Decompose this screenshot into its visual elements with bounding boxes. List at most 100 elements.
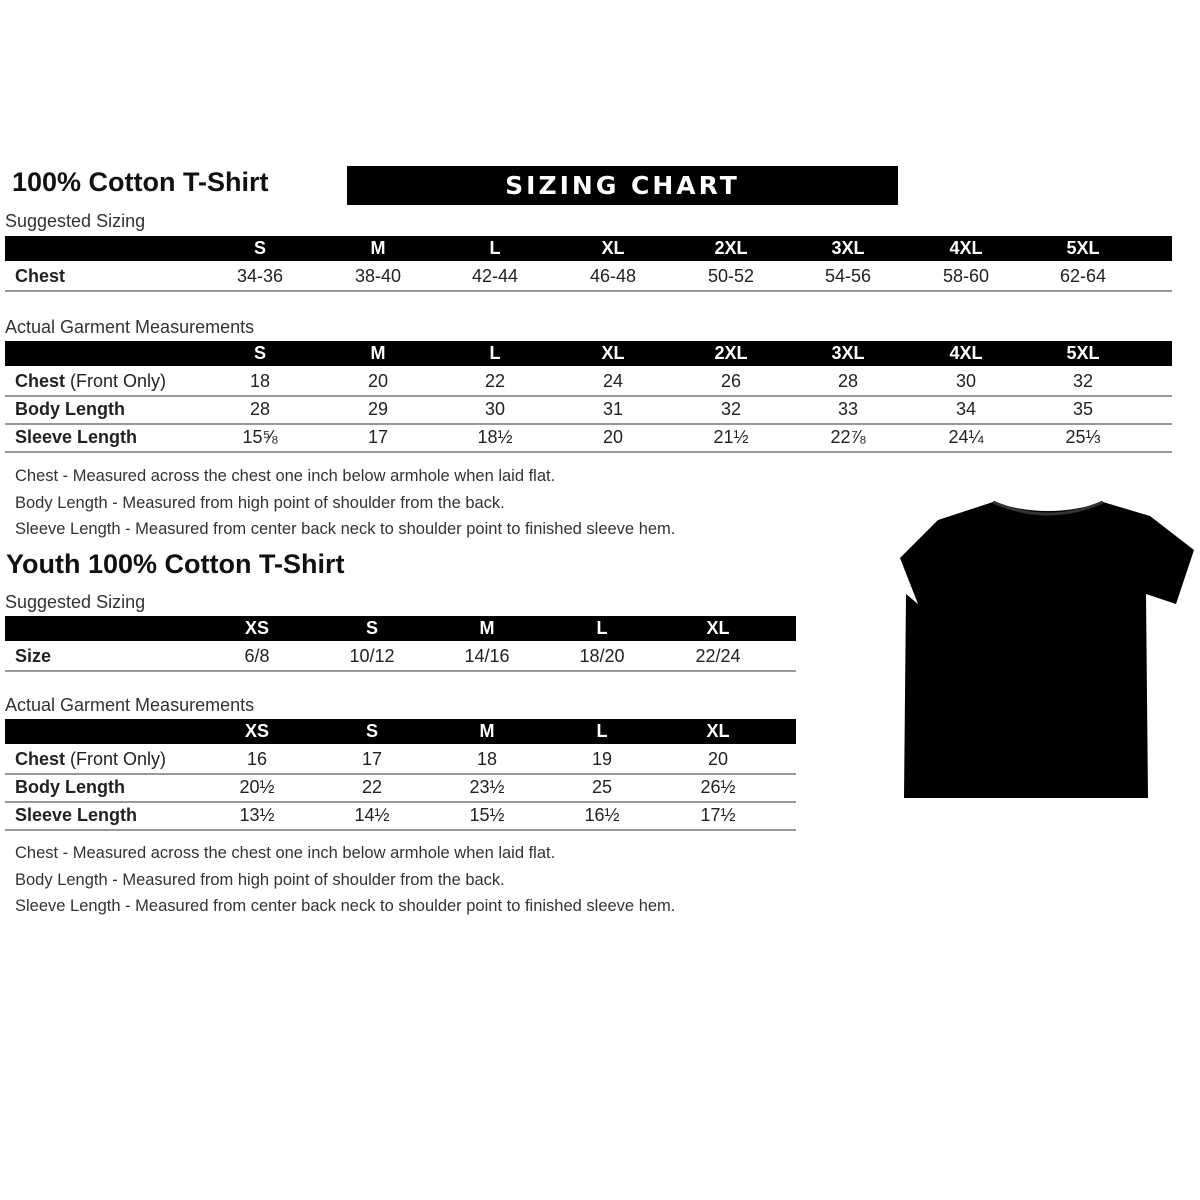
size-header: XL	[706, 618, 730, 638]
row-label-text: Chest	[15, 749, 66, 769]
table-cell: 23½	[469, 777, 505, 797]
table-cell: 26½	[700, 777, 736, 797]
row-label: Chest (Front Only)	[15, 747, 166, 771]
table-cell: 10/12	[349, 646, 395, 666]
table-row: Body Length 28 29 30 31 32 33 34 35	[5, 395, 1172, 425]
youth-title: Youth 100% Cotton T-Shirt	[6, 549, 345, 579]
row-label: Chest (Front Only)	[15, 369, 166, 393]
size-header: S	[365, 618, 379, 638]
row-label-text: Size	[15, 646, 52, 666]
measurement-note: Sleeve Length - Measured from center bac…	[15, 520, 676, 538]
size-header-row: S M L XL 2XL 3XL 4XL 5XL	[5, 341, 1172, 366]
row-label: Chest	[15, 264, 65, 288]
table-cell: 18	[476, 749, 498, 769]
size-header: 3XL	[831, 343, 865, 363]
table-cell: 34	[955, 399, 977, 419]
table-cell: 62-64	[1059, 266, 1107, 286]
table-cell: 17	[367, 427, 389, 447]
table-cell: 26	[720, 371, 742, 391]
table-row: Body Length 20½ 22 23½ 25 26½	[5, 773, 796, 803]
table-cell: 54-56	[824, 266, 872, 286]
table-cell: 32	[1072, 371, 1094, 391]
row-label: Sleeve Length	[15, 425, 137, 449]
table-cell: 14/16	[464, 646, 510, 666]
measurement-note: Chest - Measured across the chest one in…	[15, 844, 556, 862]
table-cell: 6/8	[244, 646, 270, 666]
adult-actual-label: Actual Garment Measurements	[5, 317, 255, 337]
row-label: Size	[15, 644, 51, 668]
size-header: 4XL	[949, 238, 983, 258]
table-cell: 17	[361, 749, 383, 769]
table-cell: 18/20	[579, 646, 625, 666]
row-label-text: Chest	[15, 371, 66, 391]
size-header: L	[489, 238, 501, 258]
table-cell: 25	[591, 777, 613, 797]
table-cell: 42-44	[471, 266, 519, 286]
table-cell: 15⅝	[242, 427, 278, 447]
table-cell: 22	[361, 777, 383, 797]
table-cell: 35	[1072, 399, 1094, 419]
row-label: Body Length	[15, 397, 125, 421]
table-cell: 15½	[469, 805, 505, 825]
size-header: XS	[244, 618, 270, 638]
table-cell: 30	[484, 399, 506, 419]
table-row: Sleeve Length 13½ 14½ 15½ 16½ 17½	[5, 801, 796, 831]
measurement-note: Body Length - Measured from high point o…	[15, 493, 505, 512]
measurement-note: Body Length - Measured from high point o…	[15, 870, 505, 889]
table-cell: 31	[602, 399, 624, 419]
table-cell: 32	[720, 399, 742, 419]
row-label-text: Body Length	[15, 777, 125, 797]
adult-suggested-label: Suggested Sizing	[5, 211, 146, 231]
size-header: 2XL	[714, 238, 748, 258]
table-cell: 18½	[477, 427, 513, 447]
table-cell: 38-40	[354, 266, 402, 286]
size-header: M	[370, 238, 386, 258]
sizing-chart-banner: SIZING CHART	[347, 166, 898, 205]
table-cell: 17½	[700, 805, 736, 825]
size-header: S	[253, 238, 267, 258]
table-cell: 24	[602, 371, 624, 391]
table-cell: 24¼	[948, 427, 984, 447]
youth-suggested-label: Suggested Sizing	[5, 592, 146, 612]
size-header: S	[253, 343, 267, 363]
table-row: Chest 34-36 38-40 42-44 46-48 50-52 54-56 58-60…	[5, 262, 1172, 292]
youth-actual-label: Actual Garment Measurements	[5, 695, 255, 715]
size-header: M	[370, 343, 386, 363]
size-header: XL	[601, 238, 625, 258]
row-label-extra: (Front Only)	[65, 749, 167, 769]
table-cell: 20½	[239, 777, 275, 797]
size-header: S	[365, 721, 379, 741]
table-cell: 22/24	[695, 646, 741, 666]
table-row: Chest (Front Only) 18 20 22 24 26 28 30 32	[5, 367, 1172, 397]
size-header: M	[479, 721, 495, 741]
size-header: 5XL	[1066, 343, 1100, 363]
tshirt-image	[900, 500, 1194, 798]
row-label-text: Chest	[15, 266, 66, 286]
table-cell: 13½	[239, 805, 275, 825]
size-header: 2XL	[714, 343, 748, 363]
size-header: 3XL	[831, 238, 865, 258]
measurement-note: Chest - Measured across the chest one in…	[15, 467, 556, 485]
table-cell: 28	[249, 399, 271, 419]
row-label-text: Sleeve Length	[15, 805, 138, 825]
table-cell: 16	[246, 749, 268, 769]
size-header-row: XS S M L XL	[5, 719, 796, 744]
table-cell: 33	[837, 399, 859, 419]
table-cell: 46-48	[589, 266, 637, 286]
table-cell: 58-60	[942, 266, 990, 286]
row-label-text: Sleeve Length	[15, 427, 138, 447]
table-cell: 20	[707, 749, 729, 769]
size-header: 4XL	[949, 343, 983, 363]
table-cell: 22	[484, 371, 506, 391]
table-cell: 28	[837, 371, 859, 391]
table-cell: 18	[249, 371, 271, 391]
row-label-extra: (Front Only)	[65, 371, 167, 391]
table-cell: 14½	[354, 805, 390, 825]
size-header: L	[489, 343, 501, 363]
row-label: Sleeve Length	[15, 803, 137, 827]
size-header: L	[596, 618, 608, 638]
table-cell: 34-36	[236, 266, 284, 286]
table-cell: 50-52	[707, 266, 755, 286]
table-cell: 20	[367, 371, 389, 391]
table-cell: 22⅞	[830, 427, 866, 447]
